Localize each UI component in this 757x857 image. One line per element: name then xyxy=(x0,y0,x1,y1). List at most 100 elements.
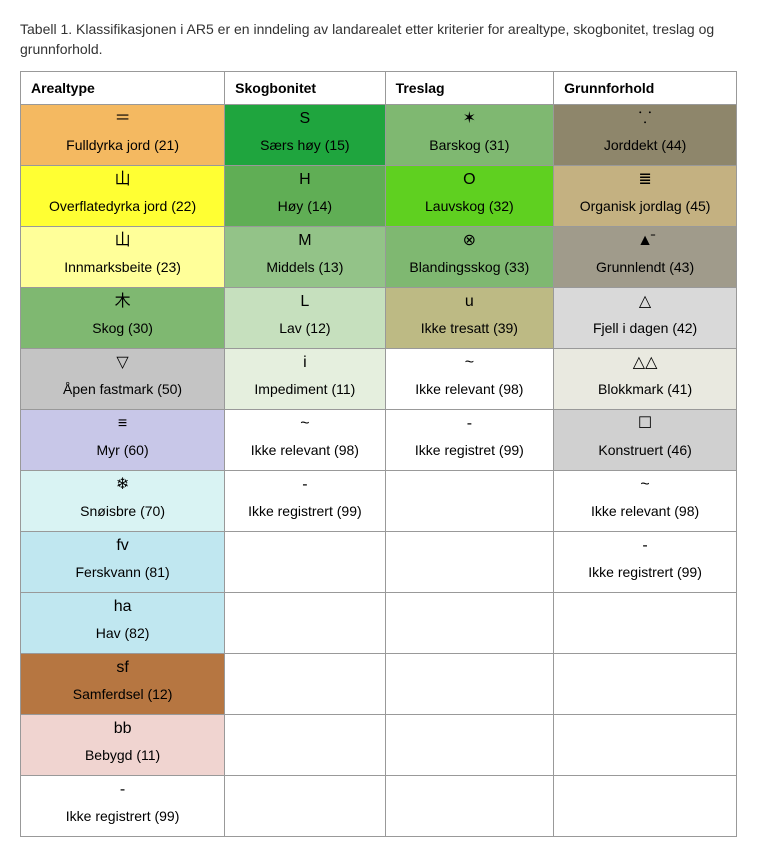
cell-label: Ikke registrert (99) xyxy=(554,560,736,588)
cell-label: Ikke tresatt (39) xyxy=(386,316,554,344)
table-cell: ~Ikke relevant (98) xyxy=(385,349,554,410)
table-row: ⼭Innmarksbeite (23)MMiddels (13)⊗Blandin… xyxy=(21,227,737,288)
cell-symbol: i xyxy=(225,349,384,377)
cell-label: Åpen fastmark (50) xyxy=(21,377,224,405)
table-cell: HHøy (14) xyxy=(225,166,385,227)
table-row: -Ikke registrert (99) xyxy=(21,776,737,837)
table-cell: uIkke tresatt (39) xyxy=(385,288,554,349)
table-cell: ⊗Blandingsskog (33) xyxy=(385,227,554,288)
table-cell xyxy=(385,715,554,776)
table-cell: ▽Åpen fastmark (50) xyxy=(21,349,225,410)
cell-symbol: △ xyxy=(554,288,736,316)
cell-label: Ikke relevant (98) xyxy=(225,438,384,466)
table-cell: ＝Fulldyrka jord (21) xyxy=(21,105,225,166)
cell-symbol: S xyxy=(225,105,384,133)
table-cell: △Fjell i dagen (42) xyxy=(554,288,737,349)
table-cell: MMiddels (13) xyxy=(225,227,385,288)
cell-symbol: O xyxy=(386,166,554,194)
cell-symbol: H xyxy=(225,166,384,194)
cell-label: Ikke relevant (98) xyxy=(554,499,736,527)
table-cell: ≣Organisk jordlag (45) xyxy=(554,166,737,227)
table-cell: -Ikke registrert (99) xyxy=(554,532,737,593)
cell-label: Fulldyrka jord (21) xyxy=(21,133,224,161)
table-cell xyxy=(554,715,737,776)
table-cell: -Ikke registrert (99) xyxy=(21,776,225,837)
cell-symbol: ⸪ xyxy=(554,105,736,133)
cell-label: Lauvskog (32) xyxy=(386,194,554,222)
table-cell xyxy=(385,776,554,837)
table-cell xyxy=(225,532,385,593)
cell-label: Skog (30) xyxy=(21,316,224,344)
cell-symbol: △△ xyxy=(554,349,736,377)
cell-label: Impediment (11) xyxy=(225,377,384,405)
cell-symbol: ⼭ xyxy=(21,166,224,194)
table-row: haHav (82) xyxy=(21,593,737,654)
table-cell: bbBebygd (11) xyxy=(21,715,225,776)
cell-symbol: ~ xyxy=(386,349,554,377)
cell-symbol: fv xyxy=(21,532,224,560)
cell-label: Organisk jordlag (45) xyxy=(554,194,736,222)
cell-symbol: ✶ xyxy=(386,105,554,133)
cell-label: Overflatedyrka jord (22) xyxy=(21,194,224,222)
cell-label: Særs høy (15) xyxy=(225,133,384,161)
cell-label: Innmarksbeite (23) xyxy=(21,255,224,283)
cell-label: Jorddekt (44) xyxy=(554,133,736,161)
cell-symbol: ha xyxy=(21,593,224,621)
table-row: ⼭Overflatedyrka jord (22)HHøy (14)OLauvs… xyxy=(21,166,737,227)
table-row: ＝Fulldyrka jord (21)SSærs høy (15)✶Barsk… xyxy=(21,105,737,166)
cell-symbol: - xyxy=(386,410,554,438)
cell-symbol: ⽊ xyxy=(21,288,224,316)
table-cell xyxy=(225,593,385,654)
table-cell xyxy=(385,654,554,715)
cell-symbol: - xyxy=(554,532,736,560)
cell-symbol: ⼭ xyxy=(21,227,224,255)
cell-label: Høy (14) xyxy=(225,194,384,222)
table-cell xyxy=(554,776,737,837)
table-cell xyxy=(225,715,385,776)
cell-symbol: ⊗ xyxy=(386,227,554,255)
cell-symbol: - xyxy=(21,776,224,804)
table-cell: ✶Barskog (31) xyxy=(385,105,554,166)
cell-label: Lav (12) xyxy=(225,316,384,344)
table-cell: SSærs høy (15) xyxy=(225,105,385,166)
table-cell: ❄Snøisbre (70) xyxy=(21,471,225,532)
header-treslag: Treslag xyxy=(385,72,554,105)
table-row: ≡Myr (60)~Ikke relevant (98)-Ikke regist… xyxy=(21,410,737,471)
table-cell xyxy=(554,593,737,654)
table-cell xyxy=(554,654,737,715)
table-row: ❄Snøisbre (70)-Ikke registrert (99) ~Ikke… xyxy=(21,471,737,532)
cell-symbol: ≡ xyxy=(21,410,224,438)
cell-symbol: ~ xyxy=(225,410,384,438)
cell-label: Samferdsel (12) xyxy=(21,682,224,710)
cell-symbol: ~ xyxy=(554,471,736,499)
table-row: ▽Åpen fastmark (50)iImpediment (11)~Ikke… xyxy=(21,349,737,410)
cell-label: Grunnlendt (43) xyxy=(554,255,736,283)
cell-label: Konstruert (46) xyxy=(554,438,736,466)
table-cell: -Ikke registret (99) xyxy=(385,410,554,471)
table-header-row: Arealtype Skogbonitet Treslag Grunnforho… xyxy=(21,72,737,105)
table-cell: sfSamferdsel (12) xyxy=(21,654,225,715)
cell-symbol: M xyxy=(225,227,384,255)
cell-label: Ikke relevant (98) xyxy=(386,377,554,405)
table-cell: △△Blokkmark (41) xyxy=(554,349,737,410)
table-cell: ~Ikke relevant (98) xyxy=(225,410,385,471)
cell-symbol: ▽ xyxy=(21,349,224,377)
table-cell: ▲̄Grunnlendt (43) xyxy=(554,227,737,288)
cell-label: Fjell i dagen (42) xyxy=(554,316,736,344)
cell-label: Snøisbre (70) xyxy=(21,499,224,527)
cell-label: Hav (82) xyxy=(21,621,224,649)
table-cell: ☐Konstruert (46) xyxy=(554,410,737,471)
cell-symbol: ☐ xyxy=(554,410,736,438)
cell-label: Ikke registrert (99) xyxy=(21,804,224,832)
cell-symbol: ≣ xyxy=(554,166,736,194)
table-cell: -Ikke registrert (99) xyxy=(225,471,385,532)
table-cell: OLauvskog (32) xyxy=(385,166,554,227)
header-grunnforhold: Grunnforhold xyxy=(554,72,737,105)
cell-label: Myr (60) xyxy=(21,438,224,466)
table-cell: ⽊Skog (30) xyxy=(21,288,225,349)
cell-label: Middels (13) xyxy=(225,255,384,283)
table-cell xyxy=(225,776,385,837)
cell-label: Bebygd (11) xyxy=(21,743,224,771)
cell-label: Barskog (31) xyxy=(386,133,554,161)
cell-label: Ikke registret (99) xyxy=(386,438,554,466)
